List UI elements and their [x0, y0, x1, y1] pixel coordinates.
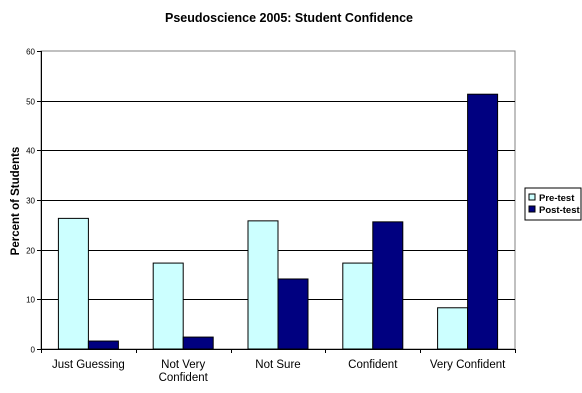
bar-pre-test: [57, 217, 89, 350]
x-category-label: Very Confident: [430, 359, 506, 371]
legend-swatch: [528, 193, 536, 201]
y-tick-label: 40: [26, 147, 35, 156]
x-category-label: Not Sure: [255, 359, 300, 371]
x-category-label: Confident: [348, 359, 398, 371]
y-tick-label: 10: [26, 296, 35, 305]
legend-label: Post-test: [539, 205, 580, 216]
x-category-label: Confident: [159, 372, 209, 384]
y-tick-label: 60: [26, 48, 35, 57]
x-category-label: Just Guessing: [52, 359, 125, 371]
bar-post-test: [87, 340, 119, 350]
bar-post-test: [372, 221, 404, 350]
y-axis-label: Percent of Students: [10, 147, 22, 256]
y-tick-label: 30: [26, 197, 35, 206]
legend-label: Pre-test: [539, 193, 575, 204]
bar-pre-test: [247, 220, 279, 350]
bar-pre-test: [152, 262, 184, 350]
y-tick-label: 20: [26, 247, 35, 256]
bar-pre-test: [437, 307, 469, 350]
y-tick-label: 0: [31, 346, 36, 355]
legend-swatch: [528, 205, 536, 213]
x-category-label: Not Very: [161, 359, 205, 371]
bar-post-test: [277, 278, 309, 350]
chart-title: Pseudoscience 2005: Student Confidence: [165, 11, 413, 25]
legend-box: [524, 187, 582, 221]
y-tick-label: 50: [26, 98, 35, 107]
bar-post-test: [467, 93, 499, 350]
bar-post-test: [182, 336, 214, 350]
bar-pre-test: [342, 262, 374, 350]
